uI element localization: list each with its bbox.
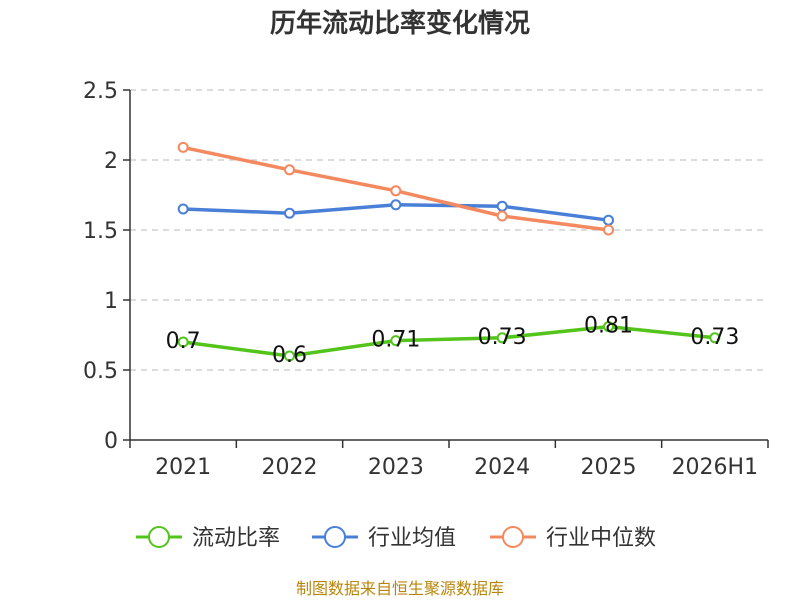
data-point bbox=[603, 224, 614, 236]
x-axis-ticks: 2021 2022 2023 2024 2025 2026H1 bbox=[129, 440, 769, 480]
legend-label: 流动比率 bbox=[192, 526, 280, 551]
data-point bbox=[496, 200, 508, 212]
legend: 流动比率 行业均值 行业中位数 bbox=[136, 526, 656, 551]
data-point bbox=[496, 332, 508, 344]
data-point bbox=[177, 203, 189, 215]
source-note: 制图数据来自恒生聚源数据库 bbox=[296, 579, 504, 598]
data-point bbox=[390, 199, 402, 211]
data-point bbox=[390, 335, 402, 347]
chart-title: 历年流动比率变化情况 bbox=[270, 8, 530, 39]
y-tick-label: 2 bbox=[104, 149, 118, 174]
data-label: 0.7 bbox=[166, 329, 201, 354]
data-point bbox=[177, 336, 189, 348]
data-point bbox=[284, 207, 295, 219]
grid-lines bbox=[130, 89, 768, 371]
x-tick-label: 2021 bbox=[155, 455, 211, 480]
data-point bbox=[390, 185, 402, 197]
legend-marker bbox=[502, 526, 524, 548]
y-tick-label: 1.5 bbox=[83, 219, 118, 244]
data-point bbox=[284, 164, 295, 176]
data-point bbox=[284, 350, 295, 362]
y-tick-label: 1 bbox=[104, 289, 118, 314]
data-point bbox=[496, 210, 508, 222]
data-label: 0.73 bbox=[690, 325, 739, 350]
data-label: 0.6 bbox=[272, 343, 307, 368]
x-tick-label: 2025 bbox=[581, 455, 637, 480]
series-group bbox=[177, 141, 721, 362]
x-tick-label: 2024 bbox=[474, 455, 530, 480]
data-label: 0.71 bbox=[371, 328, 420, 353]
y-tick-label: 2.5 bbox=[83, 79, 118, 104]
data-point bbox=[177, 141, 189, 153]
legend-marker bbox=[148, 526, 170, 548]
data-point bbox=[603, 214, 614, 226]
data-labels: 0.7 0.6 0.71 0.73 0.81 0.73 bbox=[166, 314, 740, 368]
axes bbox=[129, 90, 768, 441]
series-line bbox=[182, 324, 716, 358]
y-tick-label: 0 bbox=[104, 429, 118, 454]
data-label: 0.81 bbox=[584, 314, 633, 339]
x-tick-label: 2023 bbox=[368, 455, 424, 480]
legend-marker bbox=[324, 526, 346, 548]
legend-label: 行业均值 bbox=[368, 526, 456, 551]
data-label: 0.73 bbox=[478, 325, 527, 350]
y-axis-ticks: 0 0.5 1 1.5 2 2.5 bbox=[83, 79, 130, 454]
y-tick-label: 0.5 bbox=[83, 359, 118, 384]
x-tick-label: 2022 bbox=[262, 455, 318, 480]
data-point bbox=[603, 321, 614, 333]
legend-label: 行业中位数 bbox=[546, 526, 656, 551]
x-tick-label: 2026H1 bbox=[672, 455, 759, 480]
data-point bbox=[709, 332, 721, 344]
